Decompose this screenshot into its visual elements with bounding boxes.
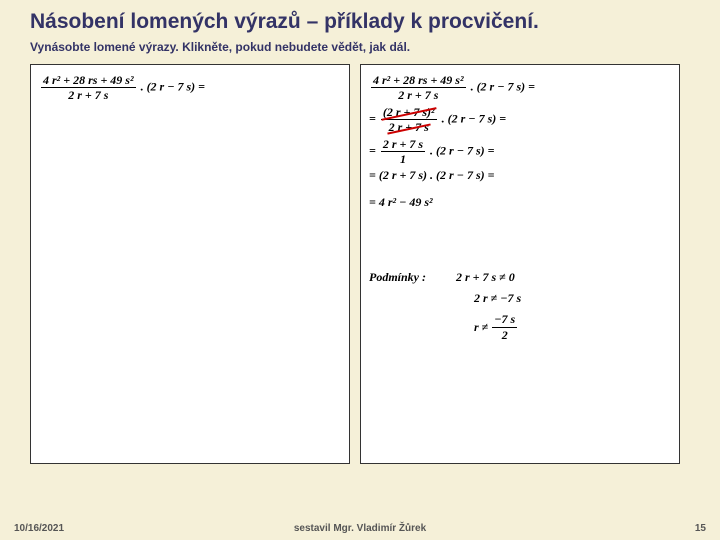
conditions-label: Podmínky : <box>369 270 426 285</box>
right-panel[interactable]: 4 r² + 28 rs + 49 s² 2 r + 7 s . (2 r − … <box>360 64 680 464</box>
condition-3-lhs: r ≠ <box>474 320 488 335</box>
footer: 10/16/2021 sestavil Mgr. Vladimír Žůrek … <box>0 523 720 534</box>
solution-result: = 4 r² − 49 s² <box>369 195 671 210</box>
footer-page: 15 <box>695 523 706 534</box>
conditions-block: Podmínky : 2 r + 7 s ≠ 0 2 r ≠ −7 s r ≠ … <box>369 270 671 342</box>
slide-subtitle: Vynásobte lomené výrazy. Klikněte, pokud… <box>30 40 690 54</box>
condition-2: 2 r ≠ −7 s <box>474 291 521 306</box>
panels: 4 r² + 28 rs + 49 s² 2 r + 7 s . (2 r − … <box>30 64 690 464</box>
slide-title: Násobení lomených výrazů – příklady k pr… <box>30 10 690 34</box>
left-panel[interactable]: 4 r² + 28 rs + 49 s² 2 r + 7 s . (2 r − … <box>30 64 350 464</box>
solution-line-3: = 2 r + 7 s 1 . (2 r − 7 s) = <box>369 137 671 167</box>
solution-line-2: = (2 r + 7 s)² 2 r + 7 s . (2 r − 7 s) = <box>369 105 671 135</box>
problem-expression: 4 r² + 28 rs + 49 s² 2 r + 7 s . (2 r − … <box>39 73 341 103</box>
footer-date: 10/16/2021 <box>14 523 64 534</box>
solution-line-1: 4 r² + 28 rs + 49 s² 2 r + 7 s . (2 r − … <box>369 73 671 103</box>
footer-author: sestavil Mgr. Vladimír Žůrek <box>294 523 426 534</box>
condition-1: 2 r + 7 s ≠ 0 <box>456 270 515 285</box>
solution-line-4: = (2 r + 7 s) . (2 r − 7 s) = <box>369 168 671 183</box>
